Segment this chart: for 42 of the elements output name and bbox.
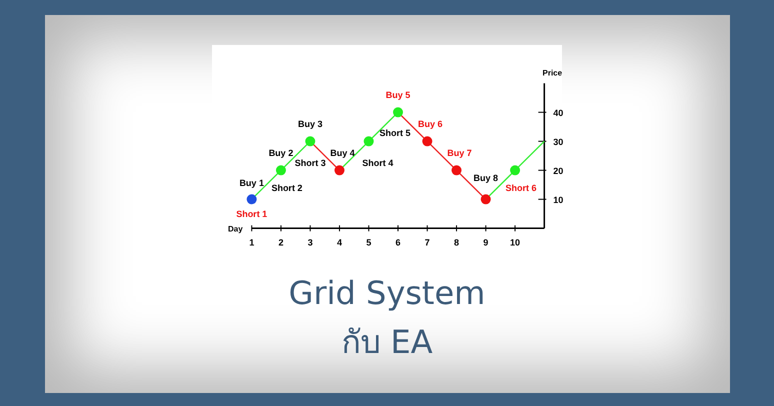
point bbox=[510, 165, 520, 176]
x-tick-label: 9 bbox=[483, 237, 488, 248]
x-tick-label: 6 bbox=[395, 237, 401, 248]
point bbox=[393, 107, 403, 118]
annotation: Buy 6 bbox=[418, 118, 443, 129]
annotation: Short 3 bbox=[294, 158, 326, 168]
point bbox=[246, 194, 257, 204]
x-tick-label: 8 bbox=[454, 237, 460, 248]
annotation: Short 2 bbox=[271, 182, 302, 193]
x-tick-label: 5 bbox=[366, 237, 372, 248]
point bbox=[452, 165, 462, 176]
x-tick-label: 10 bbox=[510, 237, 520, 248]
x-tick-label: 7 bbox=[424, 237, 430, 248]
x-tick-label: 1 bbox=[249, 237, 254, 248]
text: กับ EA bbox=[341, 323, 433, 361]
y-tick-label: 40 bbox=[553, 108, 564, 118]
annotation: Buy 5 bbox=[386, 90, 410, 100]
x-tick-label: 3 bbox=[308, 237, 313, 248]
annotation: Short 5 bbox=[379, 128, 411, 138]
annotation: Buy 8 bbox=[474, 172, 498, 183]
x-tick-label: 2 bbox=[278, 237, 284, 248]
annotation: Short 1 bbox=[236, 208, 268, 219]
y-axis-title: Price bbox=[542, 68, 563, 78]
point bbox=[364, 136, 374, 146]
y-tick-label: 20 bbox=[553, 166, 564, 176]
annotation: Short 6 bbox=[506, 182, 537, 193]
annotation: Buy 4 bbox=[330, 148, 355, 158]
point bbox=[305, 136, 316, 146]
annotation: Buy 3 bbox=[298, 118, 322, 129]
annotation: Buy 1 bbox=[239, 178, 264, 188]
x-axis-title: Day bbox=[228, 224, 244, 234]
point bbox=[276, 165, 286, 176]
text: Grid System bbox=[288, 274, 486, 312]
y-tick-label: 30 bbox=[553, 136, 564, 147]
x-tick-label: 4 bbox=[336, 237, 342, 248]
y-tick-label: 10 bbox=[553, 194, 564, 205]
annotation: Buy 7 bbox=[447, 148, 472, 158]
point bbox=[480, 194, 491, 204]
point bbox=[422, 136, 432, 146]
annotation: Buy 2 bbox=[268, 148, 294, 158]
point bbox=[334, 165, 344, 176]
annotation: Short 4 bbox=[362, 158, 394, 168]
